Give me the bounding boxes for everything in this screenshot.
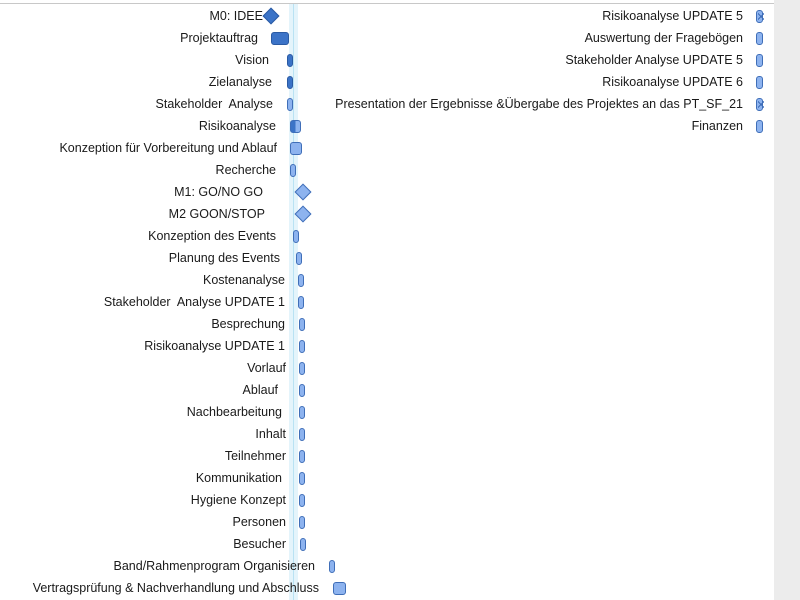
task-label: M2 GOON/STOP: [168, 207, 265, 221]
task-label: Vision: [235, 53, 269, 67]
task-bar[interactable]: [271, 32, 289, 45]
task-label: Hygiene Konzept: [190, 493, 286, 507]
task-bar[interactable]: [287, 76, 293, 89]
task-bar[interactable]: [299, 318, 305, 331]
task-label: Presentation der Ergebnisse &Übergabe de…: [335, 97, 743, 111]
task-bar[interactable]: [756, 98, 764, 111]
task-label: Planung des Events: [168, 251, 280, 265]
task-bar[interactable]: [299, 384, 305, 397]
task-bar[interactable]: [296, 252, 302, 265]
task-label: Vorlauf: [247, 361, 286, 375]
task-label: Ablauf: [242, 383, 278, 397]
task-label: Recherche: [215, 163, 276, 177]
task-bar[interactable]: [290, 120, 301, 133]
task-milestone[interactable]: [262, 7, 280, 25]
task-label: Vertragsprüfung & Nachverhandlung und Ab…: [32, 581, 319, 595]
task-bar[interactable]: [287, 54, 293, 67]
task-bar[interactable]: [287, 98, 293, 111]
task-bar[interactable]: [756, 10, 764, 23]
task-bar[interactable]: [756, 76, 763, 89]
task-label: Teilnehmer: [224, 449, 286, 463]
task-bar[interactable]: [756, 54, 763, 67]
task-label: Band/Rahmenprogram Organisieren: [113, 559, 316, 573]
vertical-scrollbar[interactable]: [774, 0, 800, 600]
task-label: Risikoanalyse UPDATE 6: [602, 75, 743, 89]
task-bar[interactable]: [333, 582, 346, 595]
task-label: M1: GO/NO GO: [174, 185, 263, 199]
task-bar[interactable]: [298, 296, 304, 309]
task-bar[interactable]: [290, 164, 296, 177]
task-bar[interactable]: [299, 450, 305, 463]
task-bar[interactable]: [299, 428, 305, 441]
task-bar[interactable]: [299, 472, 305, 485]
task-label: Zielanalyse: [208, 75, 272, 89]
task-label: Inhalt: [255, 427, 286, 441]
task-bar[interactable]: [300, 538, 306, 551]
task-bar[interactable]: [293, 230, 299, 243]
task-label: Kostenanalyse: [202, 273, 285, 287]
task-label: Stakeholder Analyse UPDATE 5: [565, 53, 743, 67]
task-bar[interactable]: [299, 516, 305, 529]
header-divider: [0, 3, 774, 4]
task-label: Besprechung: [211, 317, 285, 331]
task-label: Risikoanalyse: [198, 119, 276, 133]
task-label: Konzeption des Events: [148, 229, 276, 243]
task-bar[interactable]: [756, 32, 763, 45]
task-label: Projektauftrag: [180, 31, 258, 45]
task-label: Risikoanalyse UPDATE 1: [144, 339, 285, 353]
today-line: [293, 4, 294, 600]
task-bar[interactable]: [299, 340, 305, 353]
task-bar[interactable]: [298, 274, 304, 287]
task-label: Nachbearbeitung: [186, 405, 282, 419]
task-label: Finanzen: [691, 119, 743, 133]
task-label: Stakeholder Analyse UPDATE 1: [103, 295, 285, 309]
task-label: Konzeption für Vorbereitung und Ablauf: [59, 141, 277, 155]
task-label: Stakeholder Analyse: [155, 97, 273, 111]
task-label: Risikoanalyse UPDATE 5: [602, 9, 743, 23]
task-label: Auswertung der Fragebögen: [584, 31, 743, 45]
task-bar[interactable]: [756, 120, 763, 133]
task-bar[interactable]: [299, 362, 305, 375]
task-bar[interactable]: [299, 494, 305, 507]
task-bar[interactable]: [329, 560, 335, 573]
task-bar[interactable]: [290, 142, 302, 155]
task-label: M0: IDEE: [209, 9, 264, 23]
task-label: Personen: [232, 515, 286, 529]
task-label: Kommunikation: [195, 471, 282, 485]
task-label: Besucher: [233, 537, 286, 551]
task-bar[interactable]: [299, 406, 305, 419]
